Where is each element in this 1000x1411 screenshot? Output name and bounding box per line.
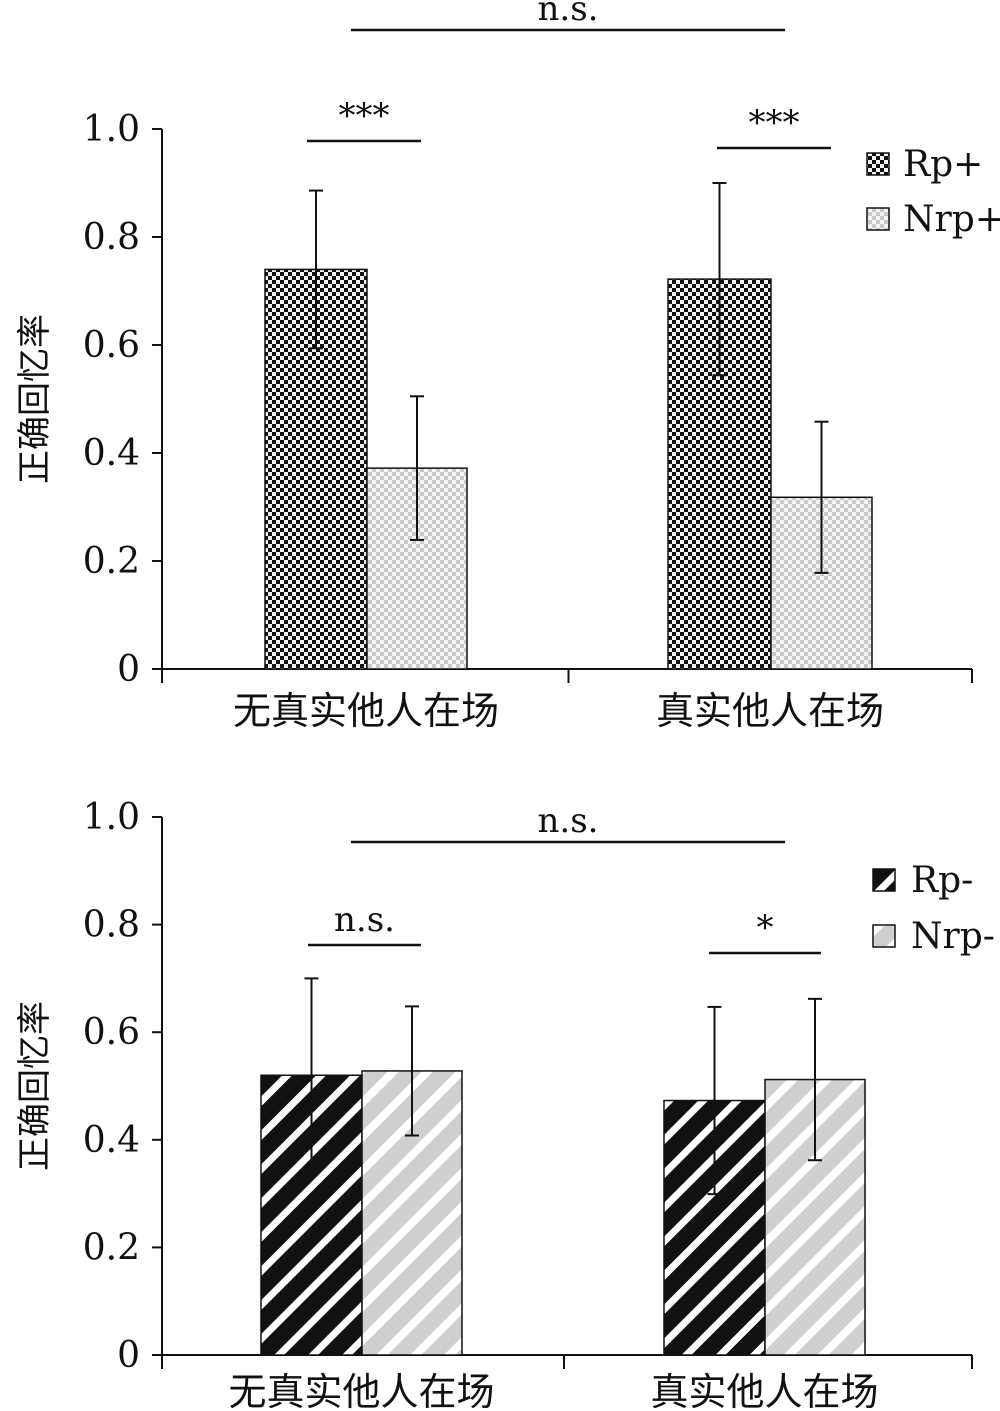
- legend-label: Nrp+: [903, 199, 1000, 240]
- y-tick-label: 0.8: [83, 905, 140, 946]
- significance-label: ***: [749, 103, 800, 143]
- significance-label: *: [757, 908, 774, 948]
- y-axis-label: 正确回忆率: [15, 314, 55, 484]
- y-tick-label: 0.6: [83, 1012, 140, 1053]
- y-tick-label: 1.0: [83, 109, 140, 150]
- legend-label: Rp-: [911, 860, 973, 901]
- legend: Rp+ Nrp+: [866, 144, 1000, 240]
- y-tick-label: 0.2: [83, 541, 140, 582]
- category-label: 无真实他人在场: [228, 1370, 494, 1411]
- y-tick-label: 0.6: [83, 325, 140, 366]
- y-tick-label: 0.8: [83, 217, 140, 258]
- y-tick-label: 0: [117, 1335, 140, 1376]
- y-tick-label: 0.4: [83, 1120, 140, 1161]
- significance-label: n.s.: [334, 900, 395, 940]
- y-axis-label: 正确回忆率: [15, 1001, 55, 1171]
- legend-swatch-Rp+: [866, 152, 890, 176]
- legend-swatch-Rp-: [872, 868, 896, 892]
- group-significance-label: n.s.: [538, 0, 599, 29]
- group-significance-label: n.s.: [538, 801, 599, 841]
- y-tick-label: 0.4: [83, 433, 140, 474]
- legend: Rp- Nrp-: [872, 860, 995, 957]
- legend-label: Nrp-: [911, 916, 995, 957]
- significance-label: ***: [339, 96, 390, 136]
- bar-Nrp+-1: [770, 496, 873, 670]
- category-label: 真实他人在场: [656, 689, 884, 733]
- legend-swatch-Nrp+: [866, 207, 890, 231]
- category-label: 无真实他人在场: [233, 689, 499, 733]
- y-tick-label: 0.2: [83, 1227, 140, 1268]
- category-label: 真实他人在场: [650, 1370, 878, 1411]
- y-tick-label: 1.0: [83, 797, 140, 838]
- legend-swatch-Nrp-: [872, 924, 896, 948]
- legend-label: Rp+: [903, 144, 983, 185]
- y-tick-label: 0: [117, 649, 140, 690]
